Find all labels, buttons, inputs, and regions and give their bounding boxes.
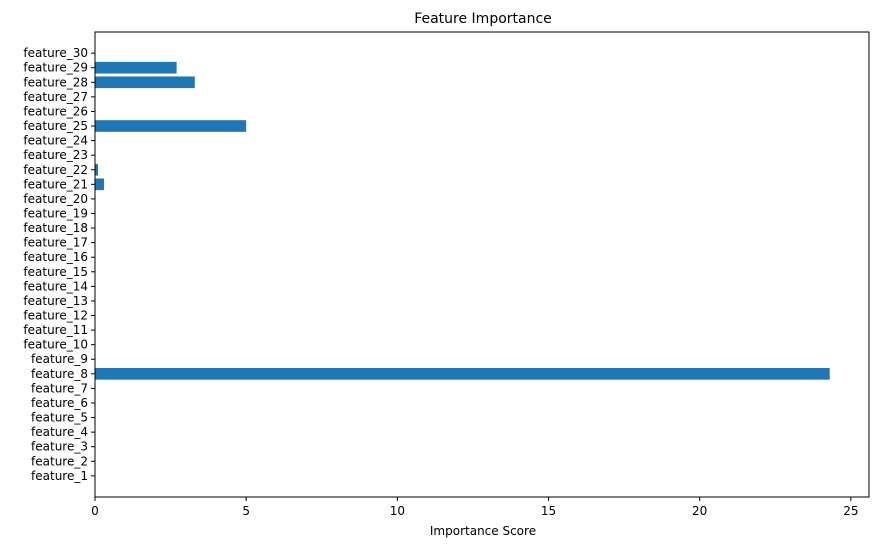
y-tick-label: feature_11 (23, 323, 88, 337)
y-tick-label: feature_17 (23, 236, 88, 250)
x-tick-label: 10 (390, 504, 405, 518)
y-tick-label: feature_27 (23, 90, 88, 104)
y-tick-label: feature_30 (23, 46, 88, 60)
plot-frame (94, 31, 870, 498)
bar-feature_21 (95, 178, 105, 191)
y-tick-label: feature_28 (23, 75, 88, 89)
y-tick-label: feature_15 (23, 265, 88, 279)
bar-feature_8 (95, 367, 830, 380)
bar-feature_25 (95, 120, 247, 132)
y-tick-label: feature_18 (23, 221, 88, 235)
y-tick-label: feature_21 (23, 177, 88, 191)
y-tick-label: feature_6 (31, 396, 88, 410)
y-tick-label: feature_20 (23, 192, 88, 206)
bars-layer (95, 61, 830, 380)
x-axis-label: Importance Score (430, 524, 536, 538)
y-tick-label: feature_16 (23, 250, 88, 264)
x-axis-ticks: 0 5 10 15 20 25 (91, 497, 859, 518)
y-tick-label: feature_1 (31, 469, 88, 483)
y-tick-label: feature_9 (31, 352, 88, 366)
y-tick-label: feature_12 (23, 309, 88, 323)
y-tick-label: feature_26 (23, 104, 88, 118)
y-tick-label: feature_10 (23, 338, 88, 352)
x-tick-label: 25 (843, 504, 858, 518)
y-tick-label: feature_2 (31, 454, 88, 468)
y-tick-label: feature_8 (31, 367, 88, 381)
y-tick-label: feature_22 (23, 163, 88, 177)
y-tick-label: feature_19 (23, 206, 88, 220)
x-tick-label: 5 (242, 504, 250, 518)
x-tick-label: 15 (541, 504, 556, 518)
y-tick-label: feature_14 (23, 279, 88, 293)
chart-title: Feature Importance (414, 11, 552, 27)
x-tick-label: 20 (692, 504, 707, 518)
bar-feature_22 (95, 163, 99, 176)
y-tick-label: feature_29 (23, 61, 88, 75)
bar-feature_28 (95, 76, 195, 89)
y-tick-label: feature_5 (31, 411, 88, 425)
y-tick-label: feature_3 (31, 440, 88, 454)
y-tick-label: feature_13 (23, 294, 88, 308)
y-tick-label: feature_25 (23, 119, 88, 133)
y-axis-ticks: feature_1feature_2feature_3feature_4feat… (23, 46, 95, 483)
y-tick-label: feature_24 (23, 134, 88, 148)
y-tick-label: feature_23 (23, 148, 88, 162)
x-tick-label: 0 (91, 504, 99, 518)
y-tick-label: feature_7 (31, 381, 88, 395)
y-tick-label: feature_4 (31, 425, 88, 439)
bar-feature_29 (95, 61, 177, 74)
